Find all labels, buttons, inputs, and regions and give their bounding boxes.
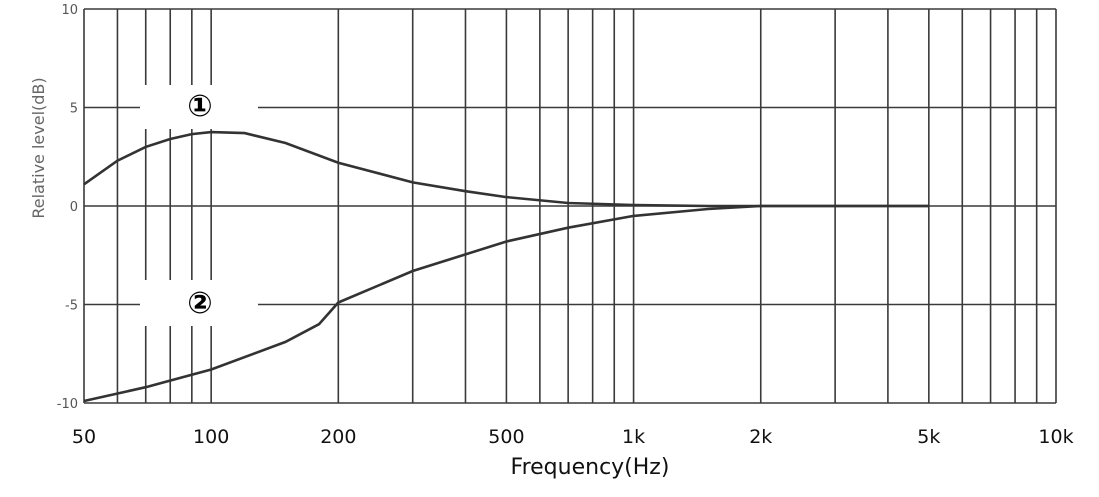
y-tick-labels: 10 5 0 -5 -10: [57, 3, 78, 412]
marker-2-background: [140, 280, 258, 326]
x-tick-label: 200: [320, 426, 356, 448]
x-tick-label: 2k: [749, 426, 772, 448]
x-tick-label: 1k: [622, 426, 645, 448]
y-tick-label: 10: [61, 3, 78, 18]
x-tick-labels: 50 100 200 500 1k 2k 5k 10k: [72, 426, 1074, 448]
x-tick-label: 100: [193, 426, 229, 448]
y-tick-label: -10: [57, 397, 78, 412]
curve-1-line: [83, 130, 929, 208]
marker-1-background: [140, 85, 258, 129]
curve-2-marker: ②: [187, 286, 212, 321]
x-tick-label: 10k: [1038, 426, 1073, 448]
y-axis-label: Relative level(dB): [29, 77, 48, 218]
y-tick-label: -5: [65, 299, 78, 314]
curve-1-marker: ①: [187, 89, 212, 124]
x-axis-label: Frequency(Hz): [511, 455, 670, 480]
x-tick-label: 5k: [917, 426, 940, 448]
y-tick-label: 0: [70, 200, 78, 215]
curves: [83, 130, 929, 403]
x-tick-label: 500: [488, 426, 524, 448]
x-tick-label: 50: [72, 426, 96, 448]
curve-2-line: [83, 204, 929, 403]
y-tick-label: 5: [70, 102, 78, 117]
